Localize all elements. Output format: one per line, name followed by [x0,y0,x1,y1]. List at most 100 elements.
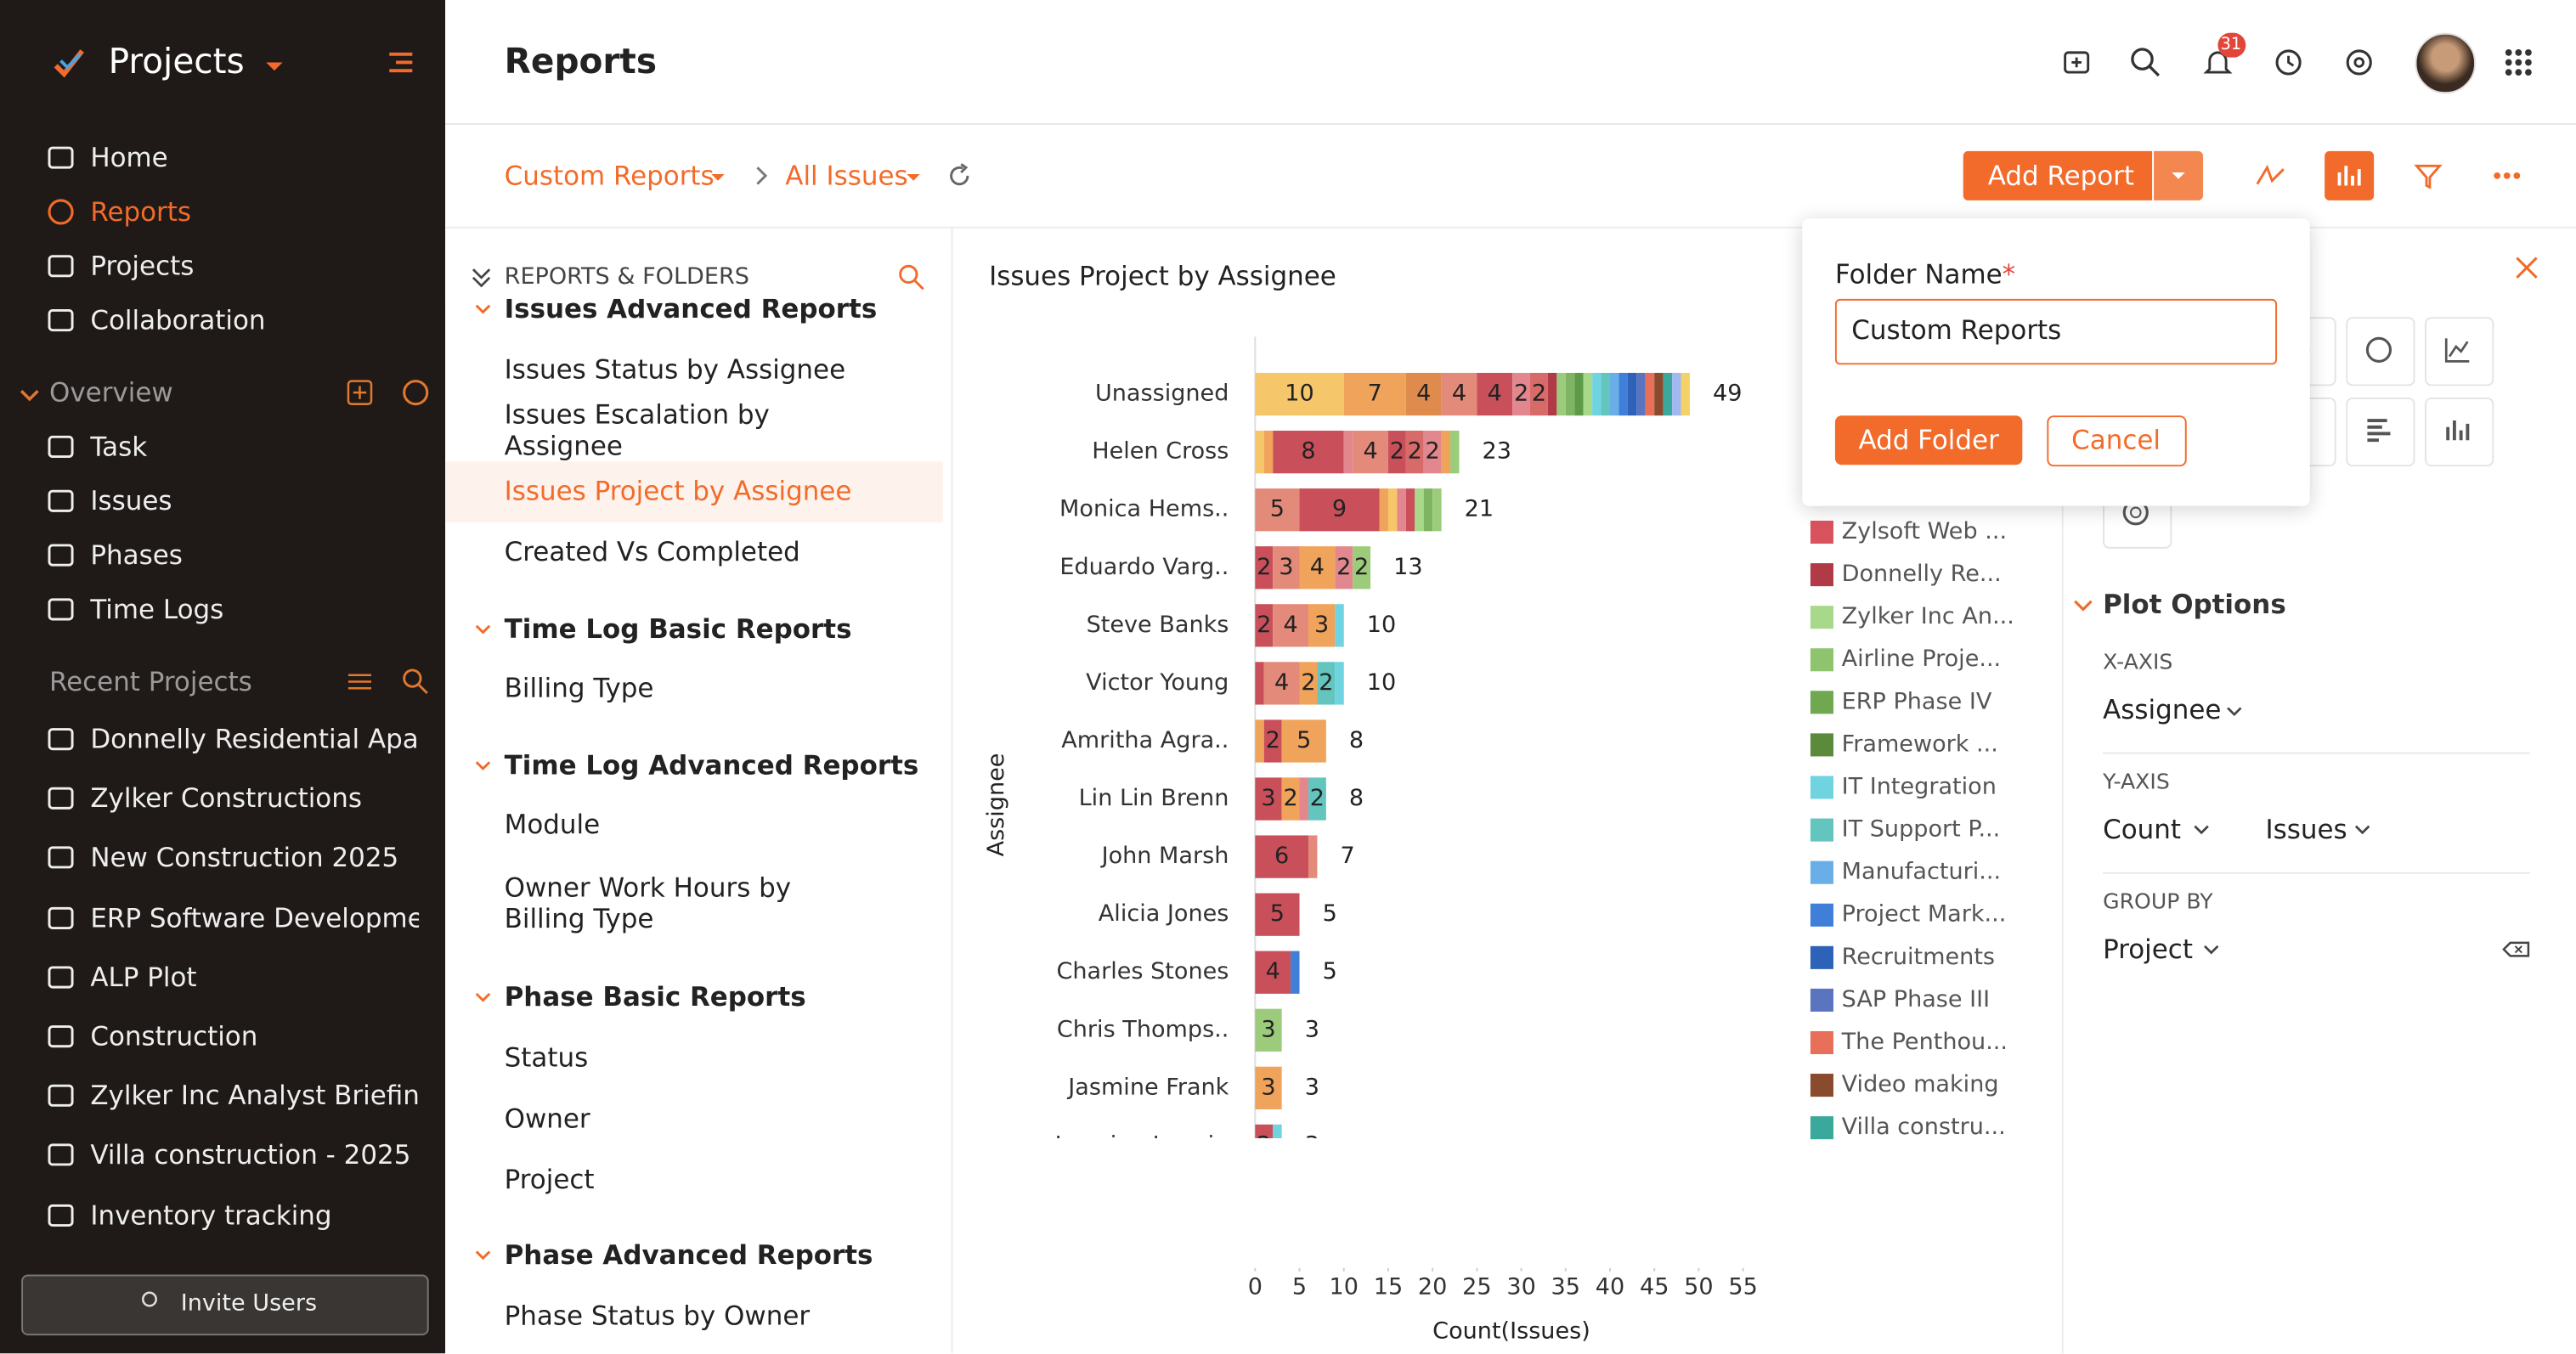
divider [2061,228,2064,1354]
segment-label: 9 [1332,496,1347,522]
recent-project[interactable]: Villa construction - 2025 [90,1139,411,1171]
dropdown[interactable]: Project [2103,934,2193,965]
report-item[interactable]: Issues Project by Assignee [504,475,852,507]
section-title: Recent Projects [49,665,252,697]
bar-segment [1317,662,1336,705]
recent-project[interactable]: ALP Plot [90,961,197,993]
filter-icon[interactable] [343,665,376,698]
more[interactable] [2490,160,2523,193]
breadcrumb[interactable]: All Issues [785,160,908,192]
folder-name[interactable]: Issues Advanced Reports [504,296,878,324]
dropdown[interactable]: Issues [2265,813,2347,845]
app-switch[interactable] [258,49,291,82]
header-icon[interactable] [2272,46,2305,79]
invite-button[interactable] [21,1274,429,1336]
dropdown[interactable]: Assignee [2103,693,2222,725]
divider [951,228,953,1354]
nav-item[interactable]: Issues [90,485,172,516]
header-icon[interactable] [2129,46,2162,79]
bar-segment [1273,546,1300,590]
header-icon[interactable] [2060,46,2093,79]
nav-item[interactable]: Projects [90,250,195,282]
group-toggle[interactable] [472,297,494,320]
report-item[interactable]: Issues Status by Assignee [504,353,846,386]
close[interactable] [2511,251,2544,285]
y-tick-label: Steve Banks [1087,612,1229,638]
report-item[interactable]: Module [504,809,601,840]
nav-item[interactable]: Phases [90,539,183,571]
y-tick-label: Victor Young [1086,669,1229,696]
chart-toggle[interactable] [2325,150,2375,200]
recent-project[interactable]: Donnelly Residential Apartments [90,723,419,755]
folder-name[interactable]: Time Log Advanced Reports [504,749,919,781]
report-item[interactable]: Issues Escalation by Assignee [504,398,770,462]
recent-project[interactable]: Inventory tracking [90,1199,332,1231]
report-item[interactable]: Phase Status by Owner [504,1300,811,1332]
report-item[interactable]: Status [504,1041,589,1074]
panel-header-bg [445,246,952,299]
recent-project[interactable]: Construction [90,1020,258,1052]
segment-label: 5 [1296,727,1311,753]
bar-segment [1255,951,1291,994]
caret[interactable] [702,161,735,194]
header-icon[interactable] [2502,46,2535,79]
report-item[interactable]: Created Vs Completed [504,536,800,567]
add-folder-button[interactable] [1834,415,2023,465]
folder-input[interactable] [1834,298,2278,365]
collapse[interactable] [13,378,46,411]
report-item[interactable]: Billing Type [504,672,654,704]
cancel-button[interactable] [2047,415,2187,467]
group-toggle[interactable] [472,618,494,640]
y-tick-label: John Marsh [1100,843,1229,869]
collapse-all[interactable] [465,261,498,294]
y-tick-label: Monica Hems.. [1059,496,1229,522]
chart-type[interactable] [2425,317,2494,386]
nav-item[interactable]: Time Logs [90,593,224,625]
bar-segment [1663,372,1673,416]
toolbar-icon[interactable] [2254,160,2287,193]
collapse[interactable] [2067,588,2100,621]
filter[interactable] [2412,160,2445,193]
recent-project[interactable]: Zylker Inc Analyst Briefing [90,1080,420,1112]
report-item[interactable]: Owner [504,1103,590,1135]
folder-name[interactable]: Time Log Basic Reports [504,613,852,645]
x-tick-label: 50 [1684,1273,1713,1300]
breadcrumb[interactable]: Custom Reports [504,160,715,192]
nav-item[interactable]: Reports [90,195,192,228]
caret[interactable] [897,161,930,194]
segment-label: 5 [1270,900,1285,927]
group-toggle[interactable] [472,985,494,1008]
nav-item[interactable]: Collaboration [90,304,266,336]
recent-project[interactable]: Zylker Constructions [90,782,362,815]
divider [2103,752,2530,754]
bar-segment [1343,431,1353,474]
x-tick-label: 0 [1248,1273,1263,1300]
nav-item[interactable]: Home [90,142,168,173]
report-item[interactable]: Project [504,1163,595,1195]
folder-name[interactable]: Phase Basic Reports [504,981,806,1013]
add-icon[interactable] [343,376,376,409]
dropdown[interactable]: Count [2103,813,2181,845]
search-icon[interactable] [399,665,432,698]
header-icon[interactable] [2342,46,2375,79]
clear[interactable] [2500,933,2534,966]
settings-icon[interactable] [399,376,432,409]
y-axis-title: Assignee [983,753,1009,857]
report-item[interactable]: Owner Work Hours by Billing Type [504,872,792,935]
refresh[interactable] [943,160,976,193]
recent-project[interactable]: New Construction 2025 [90,842,399,874]
add-report-button[interactable] [1963,150,2153,200]
group-toggle[interactable] [472,754,494,777]
menu-toggle[interactable] [384,46,417,79]
group-toggle[interactable] [472,1244,494,1267]
x-tick-label: 45 [1640,1273,1669,1300]
folder-name[interactable]: Phase Advanced Reports [504,1238,873,1271]
avatar[interactable] [2415,32,2477,94]
legend-swatch [1810,1116,1833,1140]
bar-segment [1299,777,1308,821]
recent-project[interactable]: ERP Software Development [90,901,420,934]
search-icon[interactable] [895,261,929,294]
project-icon [48,1144,74,1167]
nav-item[interactable]: Task [90,431,148,463]
chart-type[interactable] [2346,317,2415,386]
